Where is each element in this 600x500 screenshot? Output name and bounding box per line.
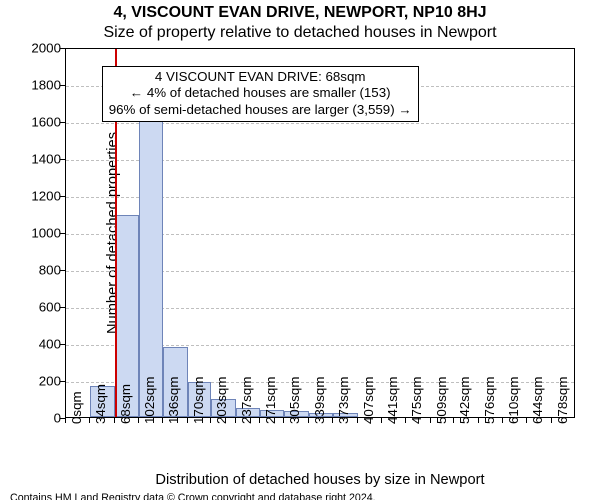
callout-box: 4 VISCOUNT EVAN DRIVE: 68sqm← 4% of deta… — [102, 66, 419, 122]
x-tick-label: 136sqm — [166, 377, 181, 424]
x-tick-mark — [551, 418, 552, 423]
x-tick-mark — [526, 418, 527, 423]
y-tick-label: 400 — [39, 337, 61, 352]
y-tick-label: 600 — [39, 300, 61, 315]
x-tick-label: 475sqm — [409, 377, 424, 424]
chart-container: 4, VISCOUNT EVAN DRIVE, NEWPORT, NP10 8H… — [0, 0, 600, 500]
x-tick-mark — [283, 418, 284, 423]
x-tick-mark — [405, 418, 406, 423]
y-tick-label: 2000 — [31, 41, 61, 56]
x-tick-mark — [381, 418, 382, 423]
x-tick-mark — [502, 418, 503, 423]
y-tick-label: 1000 — [31, 226, 61, 241]
x-tick-mark — [162, 418, 163, 423]
x-tick-label: 644sqm — [530, 377, 545, 424]
x-tick-label: 0sqm — [69, 391, 84, 424]
x-tick-label: 305sqm — [287, 377, 302, 424]
x-tick-mark — [210, 418, 211, 423]
histogram-bar — [139, 117, 163, 417]
y-tick-label: 1600 — [31, 115, 61, 130]
x-tick-label: 542sqm — [457, 377, 472, 424]
callout-line: 96% of semi-detached houses are larger (… — [109, 102, 412, 119]
plot-wrap: 4 VISCOUNT EVAN DRIVE: 68sqm← 4% of deta… — [65, 48, 575, 418]
x-axis-label: Distribution of detached houses by size … — [65, 472, 575, 488]
callout-line: ← 4% of detached houses are smaller (153… — [109, 85, 412, 102]
page-subtitle: Size of property relative to detached ho… — [0, 24, 600, 42]
page-title: 4, VISCOUNT EVAN DRIVE, NEWPORT, NP10 8H… — [0, 4, 600, 22]
x-tick-mark — [187, 418, 188, 423]
x-tick-label: 441sqm — [385, 377, 400, 424]
y-tick-label: 1200 — [31, 189, 61, 204]
y-tick-label: 800 — [39, 263, 61, 278]
x-tick-mark — [308, 418, 309, 423]
x-tick-mark — [478, 418, 479, 423]
attribution-footer: Contains HM Land Registry data © Crown c… — [10, 492, 590, 500]
y-tick-label: 1800 — [31, 78, 61, 93]
x-tick-label: 68sqm — [118, 384, 133, 424]
y-tick-label: 0 — [54, 411, 61, 426]
x-tick-mark — [114, 418, 115, 423]
x-tick-label: 34sqm — [93, 384, 108, 424]
x-tick-label: 102sqm — [142, 377, 157, 424]
y-tick-label: 1400 — [31, 152, 61, 167]
x-tick-label: 339sqm — [312, 377, 327, 424]
x-tick-mark — [89, 418, 90, 423]
x-tick-mark — [138, 418, 139, 423]
x-tick-mark — [453, 418, 454, 423]
x-tick-label: 271sqm — [263, 377, 278, 424]
plot-area: 4 VISCOUNT EVAN DRIVE: 68sqm← 4% of deta… — [65, 48, 575, 418]
x-tick-mark — [357, 418, 358, 423]
x-tick-mark — [259, 418, 260, 423]
footer-line-1: Contains HM Land Registry data © Crown c… — [10, 492, 590, 500]
x-tick-label: 576sqm — [482, 377, 497, 424]
x-tick-mark — [430, 418, 431, 423]
x-tick-label: 509sqm — [434, 377, 449, 424]
callout-line: 4 VISCOUNT EVAN DRIVE: 68sqm — [109, 69, 412, 86]
x-tick-label: 237sqm — [239, 377, 254, 424]
x-tick-mark — [235, 418, 236, 423]
x-tick-label: 203sqm — [214, 377, 229, 424]
x-tick-label: 610sqm — [506, 377, 521, 424]
x-tick-label: 373sqm — [336, 377, 351, 424]
x-tick-label: 678sqm — [555, 377, 570, 424]
y-tick-label: 200 — [39, 374, 61, 389]
x-tick-mark — [332, 418, 333, 423]
x-tick-label: 170sqm — [191, 377, 206, 424]
x-tick-mark — [65, 418, 66, 423]
x-tick-label: 407sqm — [361, 377, 376, 424]
